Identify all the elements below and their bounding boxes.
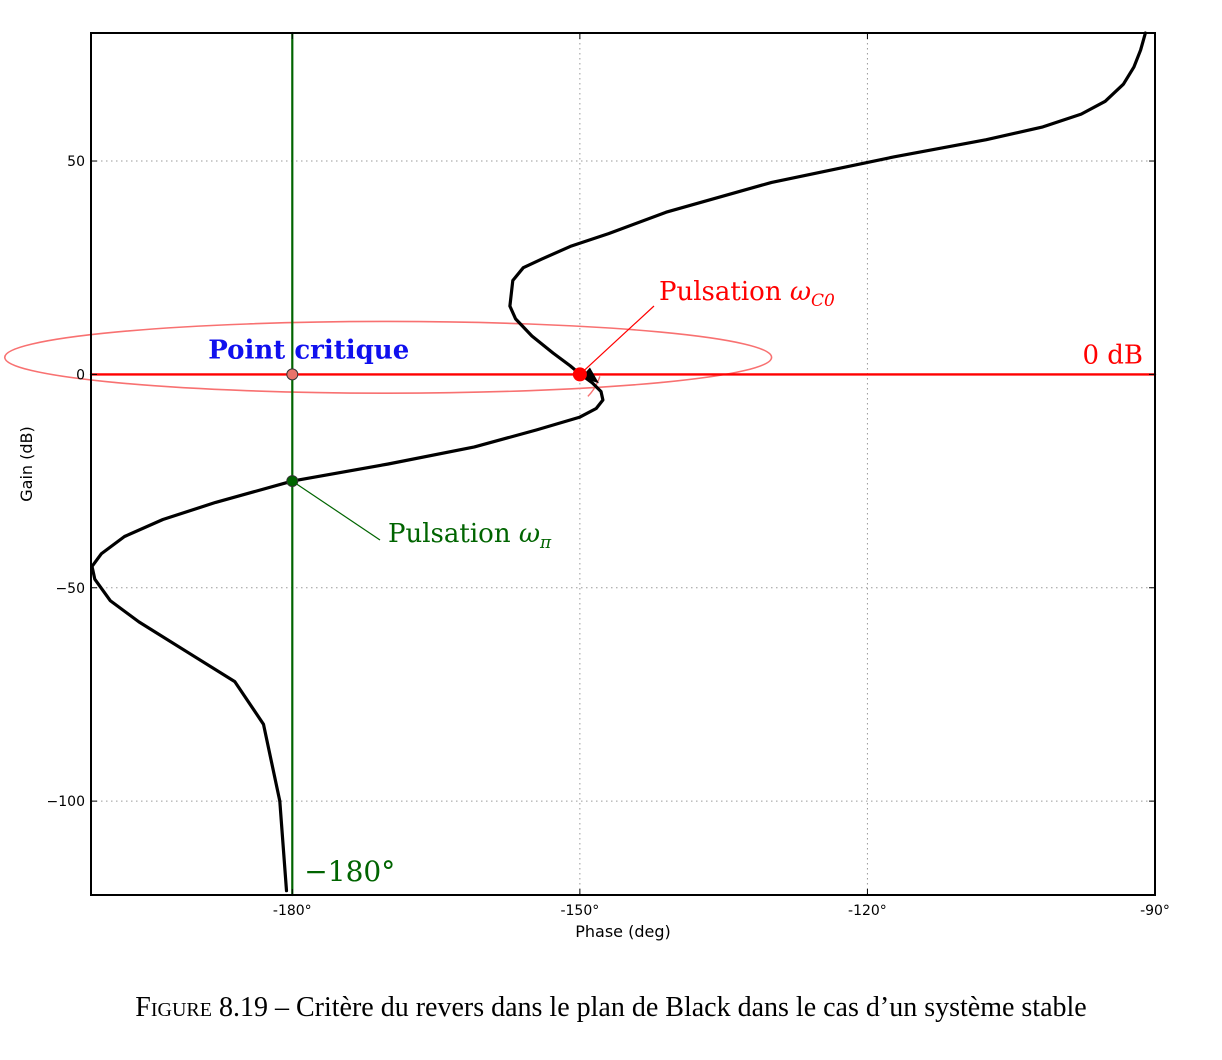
x-tick-label: -180° [273, 903, 312, 919]
y-tick-label: −100 [47, 794, 85, 810]
y-tick-label: 0 [76, 367, 85, 383]
w-pi-omega: ω [519, 519, 540, 549]
w-pi-leader-line [291, 480, 381, 541]
w-pi-label: Pulsation ωπ [388, 519, 552, 553]
tick-layer: -180° -150° -120° -90° 50 0 −50 −100 [47, 33, 1170, 919]
w-c0-subscript: C0 [811, 291, 835, 311]
critical-point-label: Point critique [208, 335, 409, 365]
figure-caption: Figure 8.19 – Critère du revers dans le … [0, 992, 1222, 1024]
y-tick-label: 50 [67, 154, 85, 170]
grid-layer [91, 33, 1156, 895]
w-pi-subscript: π [539, 533, 552, 553]
plot-frame [90, 32, 1156, 896]
y-tick-label: −50 [55, 581, 85, 597]
w-pi-label-text: Pulsation [388, 519, 519, 549]
x-tick-label: -90° [1140, 903, 1170, 919]
figure-word: Figure [135, 992, 212, 1023]
black-plot: -180° -150° -120° -90° 50 0 −50 −100 Phase (deg… [3, 31, 1170, 941]
y-axis-label: Gain (dB) [17, 426, 36, 502]
caption-text: 8.19 – Critère du revers dans le plan de… [211, 992, 1087, 1023]
x-axis-label: Phase (deg) [575, 922, 671, 941]
minus-180-label: −180° [304, 855, 395, 888]
w-c0-omega: ω [790, 277, 811, 307]
black-locus-curve [90, 31, 1148, 893]
point-critique [286, 368, 299, 381]
series-layer [89, 31, 1157, 897]
w-c0-leader-line [579, 305, 655, 375]
critical-region-ellipse [3, 320, 773, 394]
x-tick-label: -150° [560, 903, 599, 919]
x-tick-label: -120° [848, 903, 887, 919]
w-c0-label-text: Pulsation [659, 277, 790, 307]
zero-db-label: 0 dB [1082, 340, 1143, 370]
w-c0-label: Pulsation ωC0 [659, 277, 835, 311]
